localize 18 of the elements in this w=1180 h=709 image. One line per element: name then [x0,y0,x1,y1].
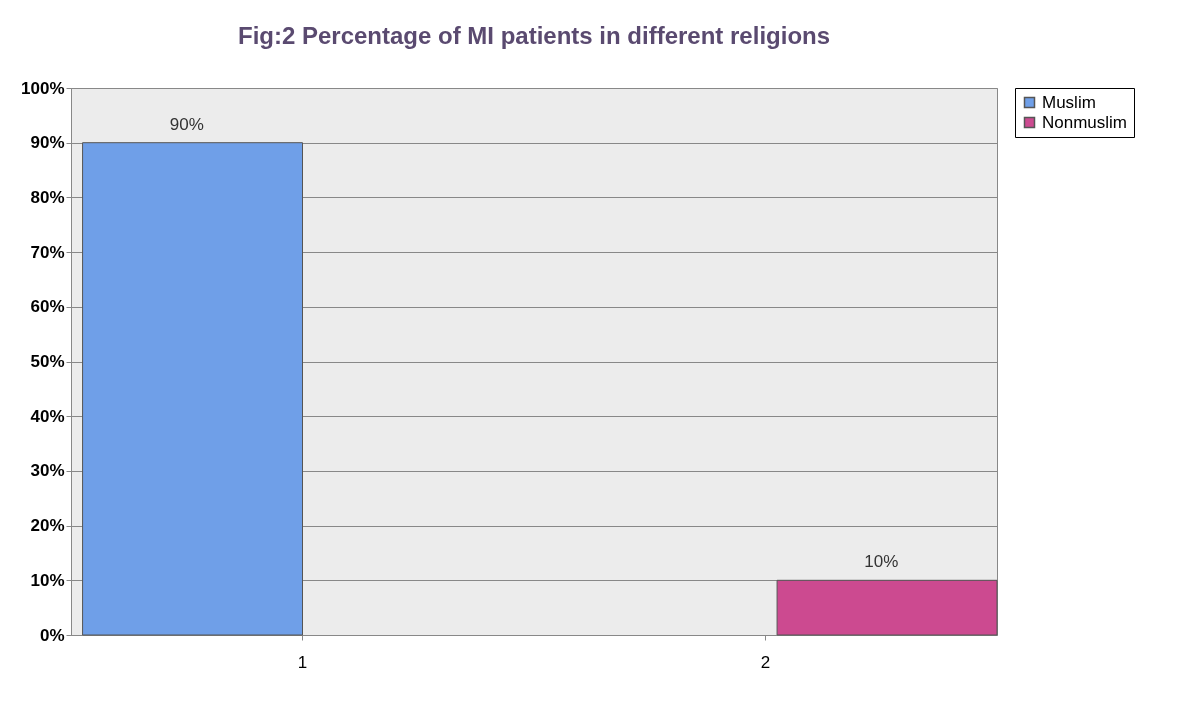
x-tick-label: 1 [297,652,308,672]
y-tick-label: 80% [30,187,65,207]
y-tick-label: 50% [30,352,65,371]
y-tick-label: 20% [30,516,65,536]
legend-label: Nonmuslim [1042,112,1128,132]
y-tick-label: 0% [39,625,65,645]
chart-title: Fig:2 Percentage of MI patients in different religions [237,22,831,49]
y-tick-label: 40% [30,406,65,426]
y-tick-label: 60% [30,297,65,317]
legend-label: Muslim [1042,92,1096,112]
y-tick-label: 30% [30,461,65,481]
y-tick-label: 10% [30,570,65,590]
y-tick-label: 90% [30,133,65,153]
data-label: 90% [169,114,204,134]
y-tick-label: 100% [21,78,65,98]
y-tick-label: 70% [30,242,65,262]
data-label: 10% [864,552,899,572]
x-tick-label: 2 [760,652,771,672]
